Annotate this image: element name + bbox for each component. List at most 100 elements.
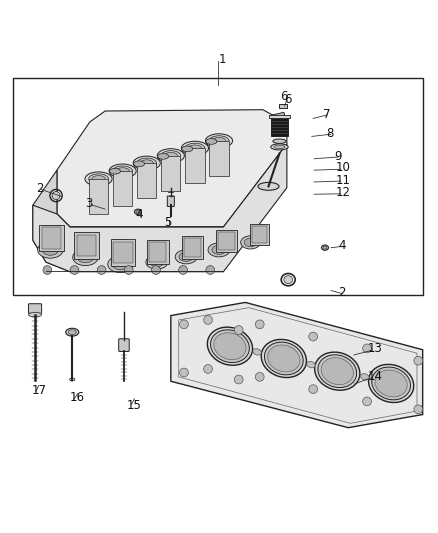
Circle shape: [363, 344, 371, 353]
Bar: [269, 115, 290, 118]
Text: 2: 2: [339, 286, 346, 300]
Ellipse shape: [375, 370, 407, 397]
Ellipse shape: [113, 166, 132, 176]
Ellipse shape: [209, 136, 229, 146]
Ellipse shape: [92, 175, 105, 182]
Ellipse shape: [323, 246, 327, 249]
Text: 3: 3: [85, 197, 93, 210]
Ellipse shape: [110, 168, 120, 174]
Ellipse shape: [134, 161, 145, 167]
Text: 9: 9: [334, 150, 341, 163]
Ellipse shape: [265, 342, 303, 375]
Ellipse shape: [185, 143, 205, 154]
Circle shape: [414, 405, 423, 414]
Ellipse shape: [164, 152, 177, 159]
Circle shape: [179, 265, 187, 274]
Ellipse shape: [77, 252, 94, 263]
Ellipse shape: [52, 191, 60, 199]
Bar: [184, 238, 201, 257]
Ellipse shape: [158, 154, 169, 159]
Ellipse shape: [146, 255, 168, 269]
Ellipse shape: [244, 238, 257, 247]
Ellipse shape: [284, 276, 293, 284]
Circle shape: [206, 265, 215, 274]
Circle shape: [152, 265, 160, 274]
Circle shape: [363, 397, 371, 406]
Ellipse shape: [150, 257, 164, 266]
Ellipse shape: [368, 365, 414, 402]
Ellipse shape: [73, 249, 98, 265]
Ellipse shape: [321, 245, 328, 251]
Ellipse shape: [360, 374, 369, 380]
Bar: [74, 232, 99, 259]
Bar: [147, 240, 169, 264]
Text: 14: 14: [368, 369, 383, 383]
Ellipse shape: [212, 138, 226, 144]
Bar: [279, 103, 287, 108]
Bar: [271, 118, 288, 136]
Ellipse shape: [175, 250, 197, 264]
Text: 6: 6: [284, 93, 291, 106]
Circle shape: [255, 320, 264, 329]
Ellipse shape: [137, 158, 157, 168]
Ellipse shape: [212, 245, 226, 254]
Ellipse shape: [112, 259, 129, 270]
Ellipse shape: [157, 149, 184, 163]
Ellipse shape: [182, 146, 193, 152]
Ellipse shape: [307, 361, 315, 368]
Bar: [252, 226, 267, 243]
Text: 12: 12: [336, 187, 351, 199]
Circle shape: [180, 368, 188, 377]
FancyBboxPatch shape: [119, 339, 129, 351]
Ellipse shape: [273, 139, 286, 143]
Ellipse shape: [140, 160, 153, 166]
Text: 6: 6: [279, 90, 287, 103]
Text: 13: 13: [368, 342, 383, 356]
Polygon shape: [113, 171, 132, 206]
Ellipse shape: [38, 241, 63, 258]
Circle shape: [234, 326, 243, 334]
Bar: [42, 227, 61, 249]
Bar: [13, 78, 423, 295]
Polygon shape: [89, 179, 108, 214]
Circle shape: [180, 320, 188, 329]
Polygon shape: [57, 110, 287, 227]
Text: 1: 1: [219, 53, 226, 66]
Ellipse shape: [211, 330, 249, 362]
Ellipse shape: [88, 174, 109, 184]
Circle shape: [234, 375, 243, 384]
Circle shape: [70, 265, 79, 274]
Bar: [113, 241, 133, 263]
Ellipse shape: [274, 145, 285, 149]
Circle shape: [43, 265, 52, 274]
Circle shape: [255, 373, 264, 381]
Ellipse shape: [68, 330, 76, 335]
Text: 16: 16: [69, 391, 84, 405]
Ellipse shape: [116, 168, 129, 174]
Circle shape: [124, 265, 133, 274]
Polygon shape: [33, 144, 287, 272]
Polygon shape: [161, 156, 180, 191]
Ellipse shape: [253, 349, 261, 355]
Ellipse shape: [70, 378, 75, 381]
Circle shape: [204, 365, 212, 374]
Ellipse shape: [28, 312, 42, 317]
Ellipse shape: [314, 352, 360, 390]
Circle shape: [97, 265, 106, 274]
Ellipse shape: [271, 144, 288, 150]
Polygon shape: [171, 302, 423, 427]
Text: 10: 10: [336, 161, 351, 174]
Text: 4: 4: [339, 239, 346, 252]
Ellipse shape: [268, 345, 300, 372]
Ellipse shape: [133, 156, 160, 170]
Bar: [250, 223, 269, 246]
Ellipse shape: [208, 243, 230, 257]
Text: 4: 4: [136, 208, 143, 221]
Text: 2: 2: [36, 182, 43, 195]
Bar: [182, 236, 203, 259]
FancyBboxPatch shape: [28, 304, 42, 313]
Text: 7: 7: [323, 108, 331, 120]
Ellipse shape: [321, 358, 353, 385]
Bar: [216, 230, 237, 253]
Bar: [218, 232, 235, 251]
